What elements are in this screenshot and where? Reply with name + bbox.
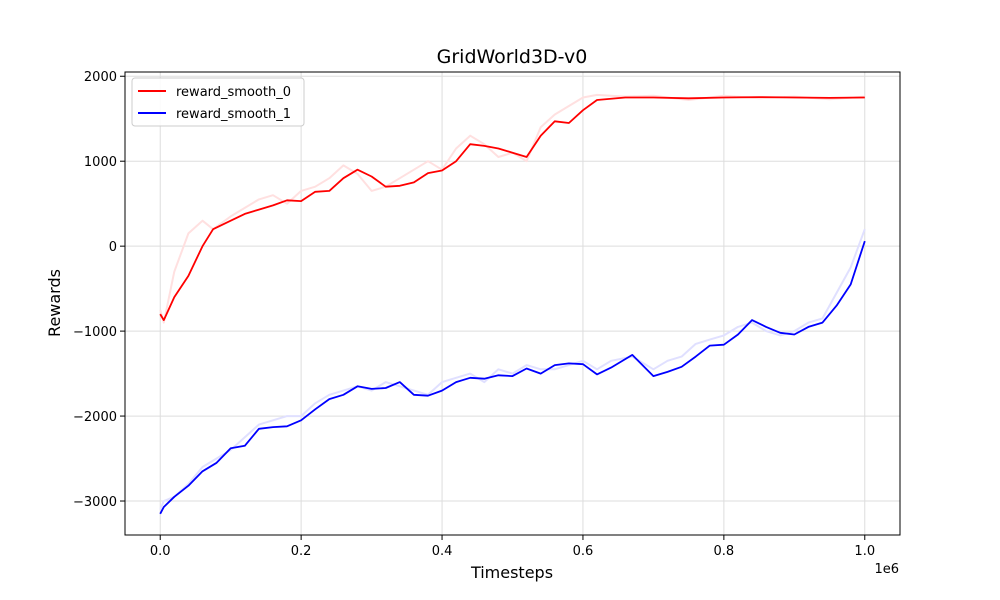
legend: reward_smooth_0 reward_smooth_1 — [131, 77, 305, 127]
smoothed-series-layer — [159, 96, 866, 515]
chart-title: GridWorld3D-v0 — [437, 46, 588, 68]
x-axis-ticks: 0.0 0.2 0.4 0.6 0.8 1.0 — [150, 535, 875, 559]
legend-box — [131, 77, 305, 127]
x-axis-multiplier: 1e6 — [874, 562, 899, 577]
legend-label-reward-smooth-1: reward_smooth_1 — [176, 107, 291, 122]
y-tick-label: −1000 — [73, 325, 117, 340]
legend-label-reward-smooth-0: reward_smooth_0 — [176, 85, 291, 100]
x-tick-label: 0.0 — [150, 544, 171, 559]
y-tick-label: 0 — [109, 240, 117, 255]
y-tick-label: −3000 — [73, 495, 117, 510]
x-tick-label: 1.0 — [854, 544, 875, 559]
y-tick-label: 1000 — [84, 155, 117, 170]
y-tick-label: 2000 — [84, 70, 117, 85]
x-tick-label: 0.6 — [573, 544, 594, 559]
raw-series-line-0 — [159, 93, 865, 324]
series-line-reward-smooth-1 — [159, 240, 866, 515]
y-tick-label: −2000 — [73, 410, 117, 425]
y-axis-ticks: −3000 −2000 −1000 0 1000 2000 — [73, 70, 125, 510]
x-tick-label: 0.2 — [291, 544, 312, 559]
x-axis-label: Timesteps — [470, 563, 553, 582]
series-line-reward-smooth-0 — [159, 96, 865, 321]
plot-area — [125, 72, 900, 535]
plot-frame — [124, 71, 901, 536]
y-axis-label: Rewards — [45, 269, 64, 337]
x-tick-label: 0.4 — [432, 544, 453, 559]
grid — [125, 72, 900, 535]
x-tick-label: 0.8 — [714, 544, 735, 559]
